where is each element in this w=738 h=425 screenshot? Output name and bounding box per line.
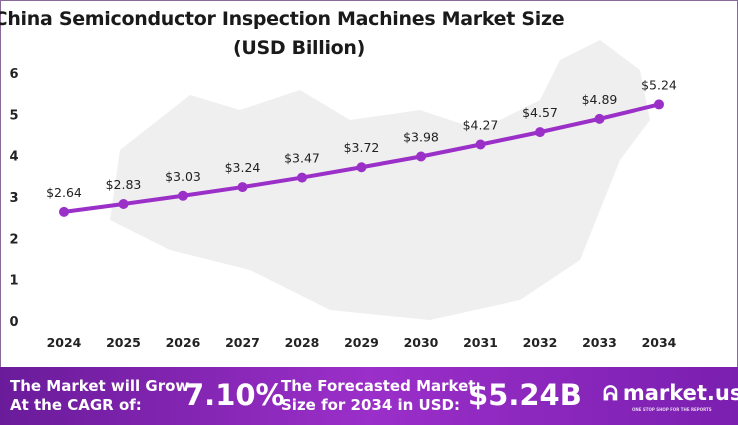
data-point xyxy=(178,190,188,201)
x-tick-label: 2029 xyxy=(344,335,379,350)
data-label: $4.27 xyxy=(463,118,499,133)
y-tick-label: 1 xyxy=(9,274,18,289)
data-label: $3.24 xyxy=(225,160,261,175)
line-chart: 0 1 2 3 4 5 6 2024 2025 2026 2027 2028 2029 2030 2031 2… xyxy=(9,40,677,350)
cagr-label: The Market will Grow At the CAGR of: xyxy=(10,377,189,415)
data-point xyxy=(594,113,605,124)
brand-tagline: ONE STOP SHOP FOR THE REPORTS xyxy=(632,407,712,412)
data-point xyxy=(297,172,307,183)
cagr-label-line: At the CAGR of: xyxy=(10,396,142,414)
data-label: $3.03 xyxy=(165,169,201,184)
data-label: $2.83 xyxy=(106,177,142,192)
x-tick-label: 2030 xyxy=(404,335,439,350)
data-point xyxy=(237,182,248,193)
cagr-value: 7.10% xyxy=(184,378,285,412)
x-tick-label: 2027 xyxy=(225,335,260,350)
data-label: $5.24 xyxy=(641,77,677,92)
data-label: $3.98 xyxy=(403,129,439,144)
y-tick-label: 2 xyxy=(9,232,18,247)
summary-banner: The Market will Grow At the CAGR of: 7.1… xyxy=(0,367,738,425)
x-tick-label: 2033 xyxy=(582,335,617,350)
brand-logo: ᕱ market.us xyxy=(603,381,738,405)
data-point xyxy=(59,206,69,217)
data-point xyxy=(654,99,664,110)
data-label: $3.47 xyxy=(284,151,320,166)
data-label: $4.57 xyxy=(522,105,558,120)
forecast-value: $5.24B xyxy=(468,378,582,412)
y-tick-label: 0 xyxy=(9,315,18,330)
data-label: $3.72 xyxy=(344,140,380,155)
x-tick-label: 2034 xyxy=(642,335,677,350)
chart-subtitle: (USD Billion) xyxy=(232,37,366,59)
cagr-label-line: The Market will Grow xyxy=(10,377,190,395)
forecast-label-line: The Forecasted Market xyxy=(281,377,476,395)
forecast-label-line: Size for 2034 in USD: xyxy=(281,396,460,414)
china-map-watermark xyxy=(110,40,650,320)
y-tick-label: 3 xyxy=(9,191,18,206)
forecast-label: The Forecasted Market Size for 2034 in U… xyxy=(281,377,475,415)
data-point xyxy=(118,199,129,210)
brand-name: market.us xyxy=(622,381,738,405)
x-tick-label: 2031 xyxy=(463,335,498,350)
x-tick-label: 2025 xyxy=(106,335,141,350)
x-tick-label: 2026 xyxy=(166,335,201,350)
data-label: $4.89 xyxy=(582,92,618,107)
data-point xyxy=(475,139,486,150)
x-tick-label: 2024 xyxy=(47,335,82,350)
data-point xyxy=(416,151,426,162)
y-tick-label: 4 xyxy=(9,150,18,165)
x-tick-label: 2028 xyxy=(285,335,320,350)
chart-title: China Semiconductor Inspection Machines … xyxy=(0,8,565,30)
data-label: $2.64 xyxy=(46,185,82,200)
y-tick-label: 6 xyxy=(9,67,18,82)
data-point xyxy=(356,162,367,173)
x-tick-label: 2032 xyxy=(523,335,558,350)
data-point xyxy=(535,127,545,138)
y-tick-label: 5 xyxy=(9,108,18,123)
market-us-logo-icon: ᕱ xyxy=(603,381,618,405)
